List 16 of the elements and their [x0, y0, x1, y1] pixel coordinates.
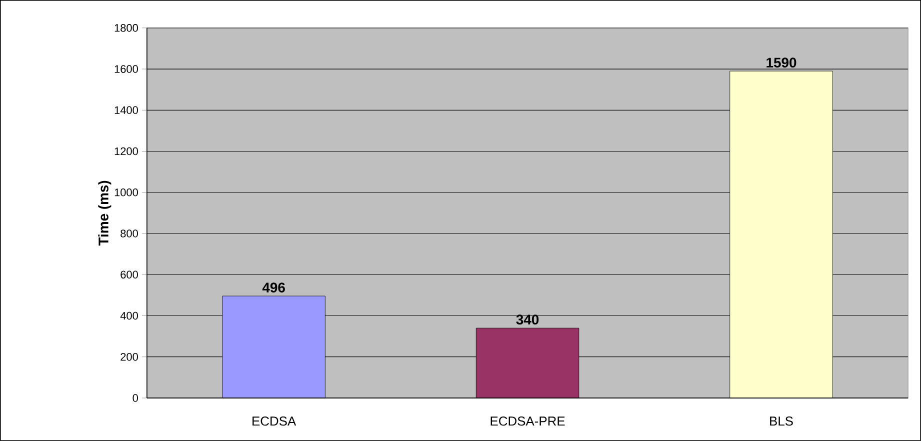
data-label: 1590	[766, 58, 796, 68]
y-tick-label: 1600	[114, 65, 138, 73]
y-axis-title: Time (ms)	[98, 180, 112, 246]
y-tick-label: 1200	[114, 147, 138, 156]
y-tick-label: 1400	[114, 106, 138, 114]
x-tick-label: ECDSA	[252, 416, 296, 426]
y-tick-label: 800	[120, 230, 138, 238]
y-tick-label: 600	[120, 270, 138, 279]
x-tick-label: BLS	[770, 416, 793, 426]
y-tick-label: 1800	[114, 24, 138, 32]
x-tick-label: ECDSA-PRE	[490, 416, 565, 426]
y-tick-label: 1000	[114, 188, 138, 196]
y-tick-label: 0	[132, 394, 138, 402]
data-label: 496	[262, 282, 285, 293]
y-tick-label: 400	[120, 312, 138, 320]
y-tick-label: 200	[120, 353, 138, 361]
